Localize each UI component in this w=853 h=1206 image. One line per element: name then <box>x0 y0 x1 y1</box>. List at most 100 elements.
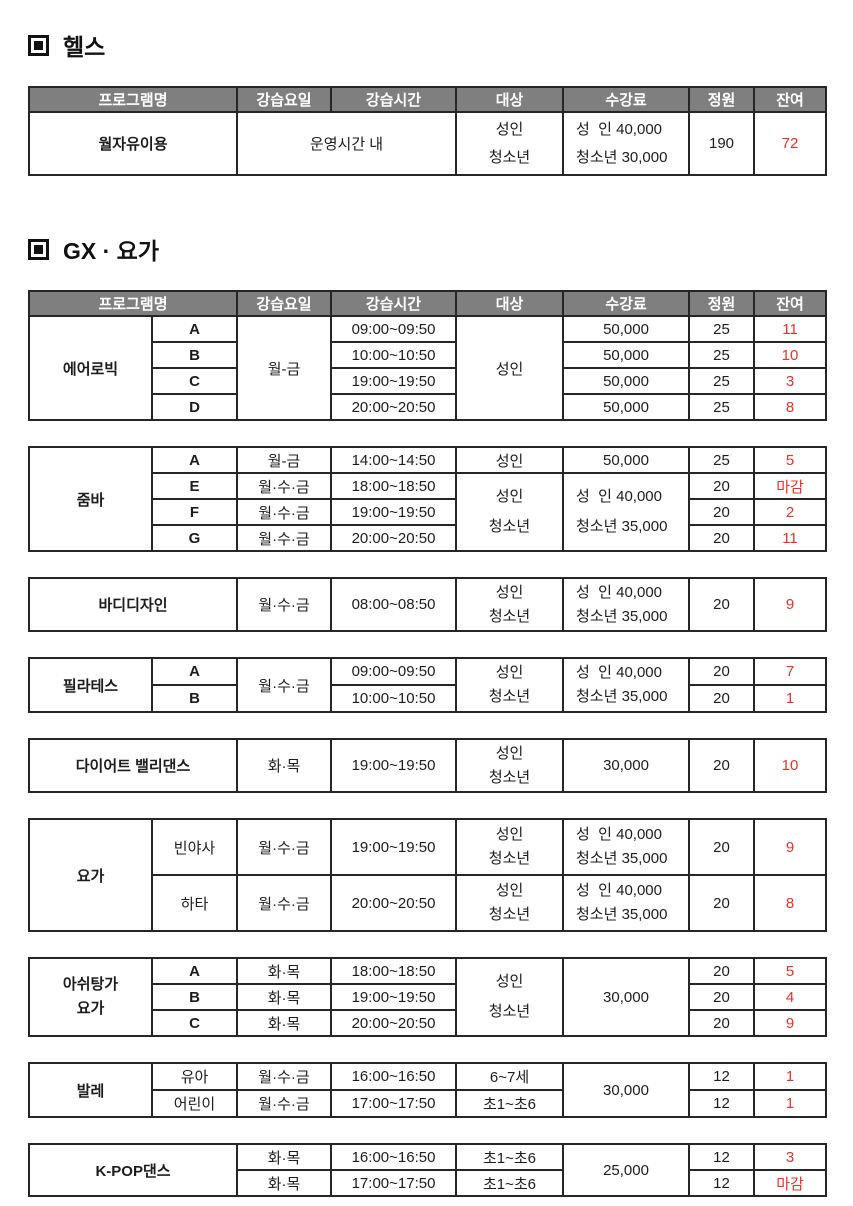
pilates-table: 필라테스 A 월·수·금 09:00~09:50 성인 청소년 성 인 40,0… <box>28 657 827 713</box>
cell-remaining: 11 <box>753 524 827 552</box>
cell-program: 바디디자인 <box>27 577 239 632</box>
body-design-table: 바디디자인 월·수·금 08:00~08:50 성인 청소년 성 인 40,00… <box>27 577 828 632</box>
col-header-remaining: 잔여 <box>753 290 828 317</box>
cell-days: 화·목 <box>236 738 333 793</box>
cell-time: 16:00~16:50 <box>330 1062 457 1091</box>
col-header-fee: 수강료 <box>562 290 691 317</box>
table-row: B 화·목 19:00~19:50 20 4 <box>29 983 827 1011</box>
col-header-time: 강습시간 <box>330 290 458 317</box>
cell-time: 09:00~09:50 <box>330 315 458 343</box>
cell-capacity: 25 <box>688 393 756 421</box>
cell-target: 성인 <box>455 446 564 474</box>
section-marker-icon <box>28 34 49 56</box>
cell-days: 월·수·금 <box>236 818 332 876</box>
cell-time: 17:00~17:50 <box>330 1089 457 1118</box>
cell-fee: 30,000 <box>562 957 690 1037</box>
cell-days: 월·수·금 <box>236 657 332 713</box>
cell-time: 08:00~08:50 <box>330 577 458 632</box>
col-header-target: 대상 <box>455 86 565 113</box>
cell-days: 화·목 <box>236 1009 332 1037</box>
cell-time: 20:00~20:50 <box>330 393 458 421</box>
cell-days: 월·수·금 <box>236 1089 332 1118</box>
cell-remaining: 3 <box>753 1143 828 1171</box>
cell-target: 성인 청소년 <box>455 818 564 876</box>
cell-target: 초1~초6 <box>455 1089 564 1118</box>
cell-time: 19:00~19:50 <box>330 738 458 793</box>
table-row: B 10:00~10:50 50,000 25 10 <box>29 341 828 369</box>
cell-time: 09:00~09:50 <box>330 657 457 686</box>
cell-remaining: 7 <box>753 657 827 686</box>
cell-time: 19:00~19:50 <box>330 983 457 1011</box>
cell-days: 월·수·금 <box>236 874 332 932</box>
zumba-table: 줌바 A 월-금 14:00~14:50 성인 50,000 25 5 E 월·… <box>28 446 827 552</box>
cell-class: B <box>150 341 239 369</box>
cell-time: 10:00~10:50 <box>330 684 457 713</box>
cell-class: C <box>151 1009 238 1037</box>
cell-target: 성인 청소년 <box>455 657 564 713</box>
cell-capacity: 190 <box>688 111 756 176</box>
cell-days: 월·수·금 <box>236 498 332 526</box>
table-row: 화·목 17:00~17:50 초1~초6 12 마감 <box>29 1169 828 1197</box>
section-title-health: 헬스 <box>28 28 853 62</box>
cell-time: 18:00~18:50 <box>330 472 457 500</box>
cell-target: 성인 청소년 <box>455 472 564 552</box>
cell-remaining: 2 <box>753 498 827 526</box>
cell-time: 20:00~20:50 <box>330 524 457 552</box>
cell-target: 성인 청소년 <box>455 738 565 793</box>
cell-remaining: 1 <box>753 1089 827 1118</box>
health-table: 프로그램명 강습요일 강습시간 대상 수강료 정원 잔여 월자유이용 운영시간 … <box>27 86 828 176</box>
cell-capacity: 20 <box>688 498 755 526</box>
cell-time: 19:00~19:50 <box>330 367 458 395</box>
table-row: 바디디자인 월·수·금 08:00~08:50 성인 청소년 성 인 40,00… <box>27 577 828 632</box>
col-header-target: 대상 <box>455 290 565 317</box>
cell-time: 14:00~14:50 <box>330 446 457 474</box>
health-header-row: 프로그램명 강습요일 강습시간 대상 수강료 정원 잔여 <box>27 86 828 113</box>
table-row: D 20:00~20:50 50,000 25 8 <box>29 393 828 421</box>
cell-fee: 성 인 40,000 청소년 35,000 <box>562 874 690 932</box>
cell-fee: 성 인 40,000 청소년 35,000 <box>562 818 690 876</box>
col-header-time: 강습시간 <box>330 86 458 113</box>
cell-days: 월-금 <box>236 446 332 474</box>
cell-target: 성인 청소년 <box>455 111 565 176</box>
cell-remaining: 72 <box>753 111 828 176</box>
cell-capacity: 20 <box>688 657 755 686</box>
table-row: 하타 월·수·금 20:00~20:50 성인 청소년 성 인 40,000 청… <box>29 874 827 932</box>
cell-days: 월-금 <box>236 315 333 421</box>
cell-fee: 50,000 <box>562 341 691 369</box>
cell-fee: 50,000 <box>562 367 691 395</box>
cell-target: 성인 청소년 <box>455 874 564 932</box>
col-header-days: 강습요일 <box>236 290 333 317</box>
cell-remaining: 4 <box>753 983 827 1011</box>
table-row: C 19:00~19:50 50,000 25 3 <box>29 367 828 395</box>
cell-days: 화·목 <box>236 957 332 985</box>
cell-fee: 50,000 <box>562 393 691 421</box>
cell-class: B <box>151 684 238 713</box>
table-row: 아쉬탕가 요가 A 화·목 18:00~18:50 성인 청소년 30,000 … <box>28 957 827 1037</box>
cell-program: 줌바 <box>28 446 153 552</box>
cell-class: A <box>151 957 238 985</box>
col-header-days: 강습요일 <box>236 86 333 113</box>
cell-target: 초1~초6 <box>455 1143 565 1171</box>
cell-remaining: 10 <box>753 738 828 793</box>
table-row: K-POP댄스 화·목 16:00~16:50 초1~초6 25,000 12 … <box>27 1143 828 1197</box>
cell-class: A <box>150 315 239 343</box>
cell-capacity: 20 <box>688 738 756 793</box>
cell-target: 성인 청소년 <box>455 957 564 1037</box>
cell-program: 아쉬탕가 요가 <box>28 957 153 1037</box>
cell-capacity: 20 <box>688 472 755 500</box>
cell-remaining: 10 <box>753 341 828 369</box>
cell-days: 월·수·금 <box>236 1062 332 1091</box>
cell-days: 월·수·금 <box>236 524 332 552</box>
col-header-program: 프로그램명 <box>27 86 239 113</box>
cell-remaining: 9 <box>753 577 828 632</box>
table-row: B 10:00~10:50 20 1 <box>29 684 827 713</box>
table-row: C 화·목 20:00~20:50 20 9 <box>29 1009 827 1037</box>
table-row: 다이어트 밸리댄스 화·목 19:00~19:50 성인 청소년 30,000 … <box>27 738 828 793</box>
cell-class: A <box>151 657 238 686</box>
yoga-table: 요가 빈야사 월·수·금 19:00~19:50 성인 청소년 성 인 40,0… <box>28 818 827 932</box>
cell-capacity: 12 <box>688 1143 756 1171</box>
cell-class: 하타 <box>151 874 238 932</box>
cell-schedule: 운영시간 내 <box>236 111 458 176</box>
cell-capacity: 25 <box>688 341 756 369</box>
cell-remaining: 1 <box>753 684 827 713</box>
